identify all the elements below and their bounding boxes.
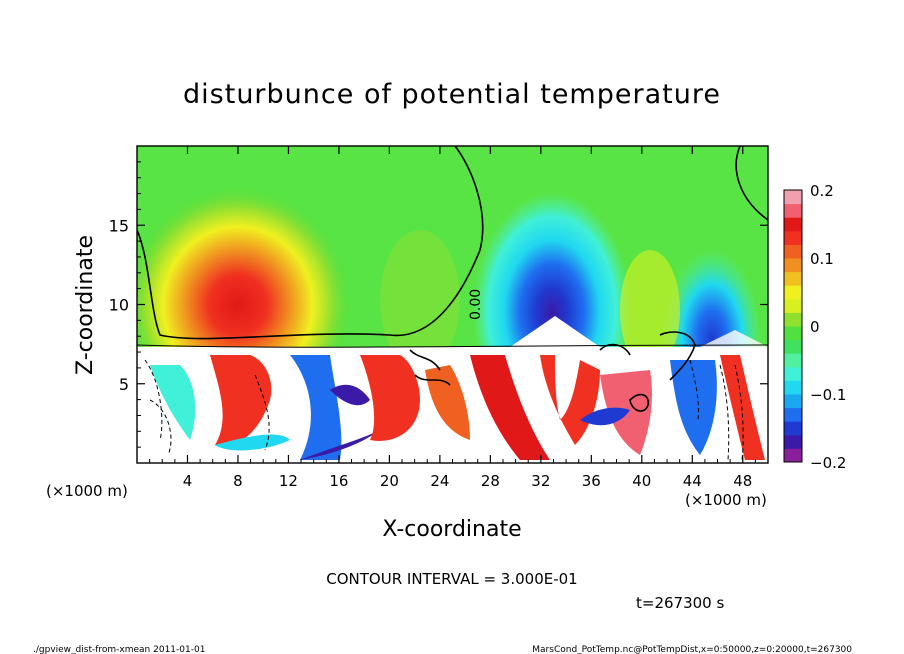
colorbar-frame <box>783 189 803 463</box>
colorbar-swatch <box>784 434 802 449</box>
contour-lines <box>137 146 768 412</box>
colorbar-swatch <box>784 394 802 409</box>
x-tick-label-2: 12 <box>279 472 298 490</box>
colorbar-swatch <box>784 203 802 218</box>
colorbar-swatch <box>784 190 802 205</box>
colorbar-swatch <box>784 271 802 286</box>
y-axis-label: Z-coordinate <box>73 235 98 375</box>
colorbar-swatch <box>784 244 802 259</box>
x-tick-label-1: 8 <box>233 472 243 490</box>
x-tick-label-11: 48 <box>733 472 752 490</box>
plot-area <box>137 146 768 463</box>
colorbar-swatch <box>784 258 802 273</box>
x-tick-label-7: 32 <box>531 472 550 490</box>
x-tick-label-10: 44 <box>683 472 702 490</box>
colorbar-swatch <box>784 312 802 327</box>
colorbar-swatch <box>784 285 802 300</box>
x-tick-label-4: 20 <box>380 472 399 490</box>
x-axis: 4 8 12 16 20 24 28 32 36 40 44 48 <box>149 146 756 490</box>
y-tick-label-0: 5 <box>119 375 129 394</box>
x-tick-label-6: 28 <box>481 472 500 490</box>
time-label: t=267300 s <box>636 594 724 612</box>
footer-left: ./gpview_dist-from-xmean 2011-01-01 <box>33 645 205 654</box>
colorbar-swatch <box>784 448 802 463</box>
colorbar-swatch <box>784 339 802 354</box>
y-axis: 5 10 15 <box>109 161 768 448</box>
colorbar-swatch <box>784 421 802 436</box>
colorbar-swatch <box>784 366 802 381</box>
x-tick-label-9: 40 <box>632 472 651 490</box>
x-tick-label-0: 4 <box>183 472 193 490</box>
colorbar <box>784 190 802 463</box>
colorbar-swatch <box>784 407 802 422</box>
x-tick-label-8: 36 <box>582 472 601 490</box>
x-tick-label-3: 16 <box>329 472 348 490</box>
footer-right: MarsCond_PotTemp.nc@PotTempDist,x=0:5000… <box>532 645 852 654</box>
colorbar-swatch <box>784 326 802 341</box>
chart-title: disturbunce of potential temperature <box>183 79 721 110</box>
colorbar-swatch <box>784 380 802 395</box>
colorbar-label-2: 0 <box>810 318 820 336</box>
colorbar-label-1: 0.1 <box>810 250 834 268</box>
colorbar-label-3: −0.1 <box>810 386 846 404</box>
x-axis-label: X-coordinate <box>382 517 521 542</box>
x-unit-left: (×1000 m) <box>46 482 128 500</box>
negative-contours <box>144 359 744 461</box>
colorbar-swatch <box>784 298 802 313</box>
x-unit-right: (×1000 m) <box>685 491 767 509</box>
colorbar-label-0: 0.2 <box>810 182 834 200</box>
colorbar-swatch <box>784 230 802 245</box>
contour-label: 0.00 <box>468 289 484 320</box>
y-tick-label-1: 10 <box>109 296 129 315</box>
colorbar-swatch <box>784 353 802 368</box>
y-tick-label-2: 15 <box>109 216 129 235</box>
colorbar-label-4: −0.2 <box>810 454 846 472</box>
x-tick-label-5: 24 <box>430 472 449 490</box>
contour-interval: CONTOUR INTERVAL = 3.000E-01 <box>326 570 577 588</box>
colorbar-swatch <box>784 217 802 232</box>
colorbar-labels: 0.2 0.1 0 −0.1 −0.2 <box>810 182 846 472</box>
